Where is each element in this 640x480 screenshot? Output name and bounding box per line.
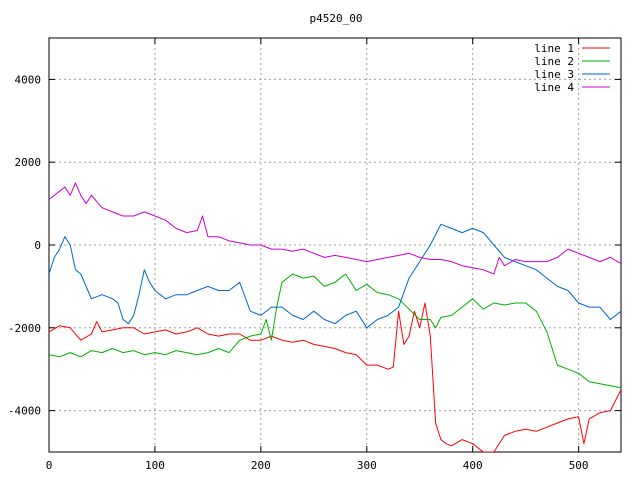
y-tick-label: 0 [34, 239, 41, 252]
series-line-3 [49, 223, 621, 329]
legend-label-4: line 4 [534, 81, 574, 94]
series-line-2 [49, 273, 621, 389]
x-tick-label: 500 [569, 459, 589, 472]
y-tick-label: 2000 [15, 156, 42, 169]
axis-ticks: 0 100 200 300 400 500 -4000 -2000 0 2000 4000 [8, 38, 621, 472]
y-tick-label: -4000 [8, 405, 41, 418]
x-tick-label: 300 [357, 459, 377, 472]
x-tick-label: 400 [463, 459, 483, 472]
series-lines [49, 182, 621, 452]
legend-label-2: line 2 [534, 55, 574, 68]
x-tick-label: 200 [251, 459, 271, 472]
legend-label-1: line 1 [534, 42, 574, 55]
y-tick-label: -2000 [8, 322, 41, 335]
x-tick-label: 0 [46, 459, 53, 472]
series-line-4 [49, 182, 621, 275]
x-tick-label: 100 [145, 459, 165, 472]
series-line-1 [49, 302, 621, 452]
gridlines [49, 38, 621, 452]
legend-label-3: line 3 [534, 68, 574, 81]
chart-title: p4520_00 [310, 12, 363, 25]
y-tick-label: 4000 [15, 73, 42, 86]
